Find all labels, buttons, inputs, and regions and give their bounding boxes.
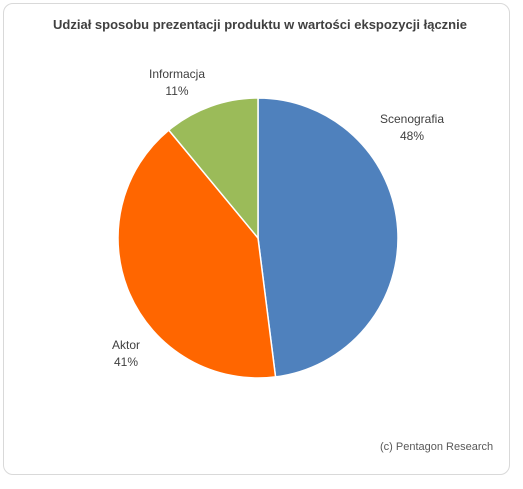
pie-slice-informacja bbox=[167, 97, 259, 241]
slice-percent-informacja: 11% bbox=[165, 84, 188, 98]
slice-label-scenografia: Scenografia bbox=[380, 112, 444, 126]
pie-slices bbox=[117, 97, 399, 379]
pie-slice-scenografia bbox=[257, 97, 399, 378]
slice-label-aktor: Aktor bbox=[112, 338, 140, 352]
slice-percent-aktor: 41% bbox=[114, 355, 138, 369]
pie-slice-aktor bbox=[117, 129, 277, 379]
source-label: (c) Pentagon Research bbox=[380, 441, 494, 453]
chart-title: Udział sposobu prezentacji produktu w wa… bbox=[53, 17, 467, 32]
slice-label-informacja: Informacja bbox=[149, 67, 205, 81]
pie-labels: Scenografia 48% Aktor 41% Informacja 11% bbox=[112, 67, 444, 369]
slice-percent-scenografia: 48% bbox=[400, 129, 424, 143]
